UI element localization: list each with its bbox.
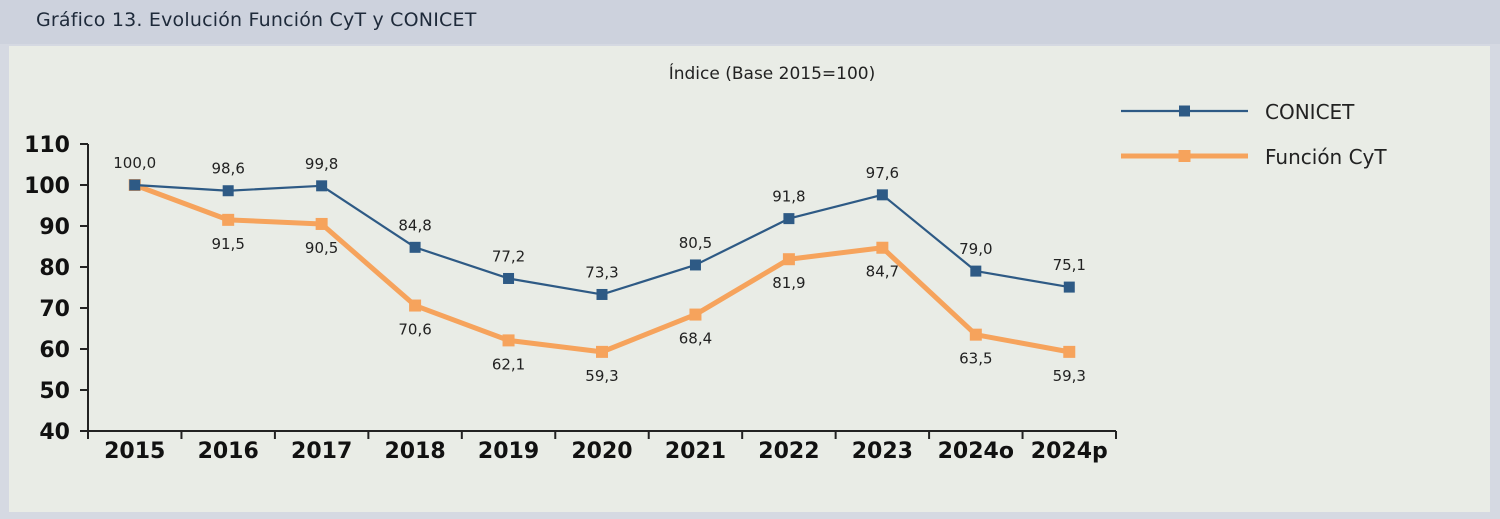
data-point-funcion-cyt [689,308,702,321]
x-tick-label: 2024o [938,439,1014,464]
x-tick-label: 2020 [571,439,632,464]
data-point-funcion-cyt [502,334,515,347]
chart-subtitle: Índice (Base 2015=100) [669,62,876,84]
data-label-funcion-cyt: 62,1 [492,355,525,373]
data-label-conicet: 84,8 [398,216,431,234]
x-tick-label: 2019 [478,439,539,464]
data-label-conicet: 75,1 [1053,256,1086,274]
data-point-conicet [129,179,141,191]
y-tick-label: 40 [39,420,70,445]
y-tick-label: 60 [39,338,70,363]
data-label-conicet: 80,5 [679,234,712,252]
chart-title: Gráfico 13. Evolución Función CyT y CONI… [36,9,477,31]
data-point-conicet [970,265,982,277]
data-label-conicet: 97,6 [866,164,899,182]
data-label-conicet: 91,8 [772,188,805,206]
chart-header: Gráfico 13. Evolución Función CyT y CONI… [0,0,1500,44]
data-point-conicet [596,288,608,300]
x-tick-label: 2017 [291,439,352,464]
x-tick-label: 2022 [758,439,819,464]
data-point-funcion-cyt [222,213,235,226]
legend-label: Función CyT [1265,145,1387,169]
data-label-funcion-cyt: 91,5 [211,235,244,253]
x-tick-label: 2023 [852,439,913,464]
data-label-conicet: 73,3 [585,263,618,281]
data-label-funcion-cyt: 81,9 [772,274,805,292]
data-label-conicet: 99,8 [305,155,338,173]
y-tick-label: 80 [39,256,70,281]
legend-marker [1179,105,1190,117]
data-label-funcion-cyt: 59,3 [585,367,618,385]
data-label-conicet: 98,6 [211,160,244,178]
data-label-conicet: 79,0 [959,240,992,258]
data-label-funcion-cyt: 90,5 [305,239,338,257]
data-point-conicet [316,180,328,192]
data-point-funcion-cyt [409,299,422,312]
data-label-funcion-cyt: 63,5 [959,350,992,368]
data-point-funcion-cyt [969,328,982,341]
data-label-conicet: 77,2 [492,247,525,265]
x-tick-label: 2021 [665,439,726,464]
data-point-conicet [409,241,421,253]
data-point-funcion-cyt [876,241,889,254]
data-label-funcion-cyt: 59,3 [1053,367,1086,385]
data-label-funcion-cyt: 84,7 [866,263,899,281]
y-tick-label: 70 [39,297,70,322]
data-point-conicet [689,259,701,271]
x-tick-label: 2015 [104,439,165,464]
data-point-conicet [876,189,888,201]
data-point-funcion-cyt [1063,345,1076,358]
data-point-conicet [1063,281,1075,293]
y-tick-label: 110 [24,133,70,158]
data-label-conicet: 100,0 [113,154,156,172]
y-tick-label: 100 [24,174,70,199]
x-tick-label: 2016 [198,439,259,464]
data-point-funcion-cyt [596,345,608,358]
data-point-conicet [222,185,234,197]
data-point-conicet [783,213,795,225]
legend-marker [1178,150,1191,162]
data-point-conicet [503,272,515,284]
data-point-funcion-cyt [315,217,328,230]
x-tick-label: 2018 [384,439,445,464]
data-point-funcion-cyt [782,253,795,266]
y-tick-label: 50 [39,379,70,404]
data-label-funcion-cyt: 68,4 [679,330,712,348]
legend-label: CONICET [1265,100,1355,124]
x-tick-label: 2024p [1031,439,1108,464]
chart-panel [9,46,1490,512]
data-label-funcion-cyt: 70,6 [398,321,431,339]
y-tick-label: 90 [39,215,70,240]
